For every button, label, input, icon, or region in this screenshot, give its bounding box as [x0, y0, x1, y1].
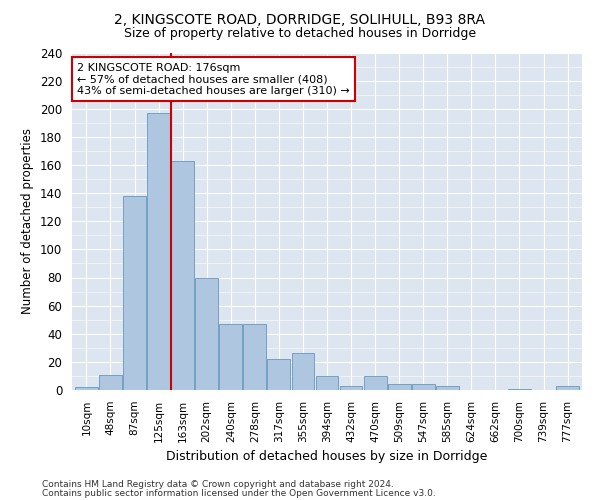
- Bar: [123, 196, 146, 390]
- Bar: [75, 387, 98, 390]
- Text: Size of property relative to detached houses in Dorridge: Size of property relative to detached ho…: [124, 28, 476, 40]
- Text: 2 KINGSCOTE ROAD: 176sqm
← 57% of detached houses are smaller (408)
43% of semi-: 2 KINGSCOTE ROAD: 176sqm ← 57% of detach…: [77, 62, 350, 96]
- Bar: [220, 324, 242, 390]
- Bar: [268, 359, 290, 390]
- X-axis label: Distribution of detached houses by size in Dorridge: Distribution of detached houses by size …: [166, 450, 488, 463]
- Bar: [556, 386, 579, 390]
- Bar: [340, 386, 362, 390]
- Bar: [292, 354, 314, 390]
- Bar: [195, 278, 218, 390]
- Bar: [436, 386, 459, 390]
- Bar: [147, 113, 170, 390]
- Bar: [99, 374, 122, 390]
- Bar: [316, 376, 338, 390]
- Bar: [171, 161, 194, 390]
- Bar: [244, 324, 266, 390]
- Bar: [508, 388, 531, 390]
- Text: Contains HM Land Registry data © Crown copyright and database right 2024.: Contains HM Land Registry data © Crown c…: [42, 480, 394, 489]
- Y-axis label: Number of detached properties: Number of detached properties: [22, 128, 34, 314]
- Text: Contains public sector information licensed under the Open Government Licence v3: Contains public sector information licen…: [42, 488, 436, 498]
- Bar: [412, 384, 434, 390]
- Bar: [364, 376, 386, 390]
- Bar: [388, 384, 410, 390]
- Text: 2, KINGSCOTE ROAD, DORRIDGE, SOLIHULL, B93 8RA: 2, KINGSCOTE ROAD, DORRIDGE, SOLIHULL, B…: [115, 12, 485, 26]
